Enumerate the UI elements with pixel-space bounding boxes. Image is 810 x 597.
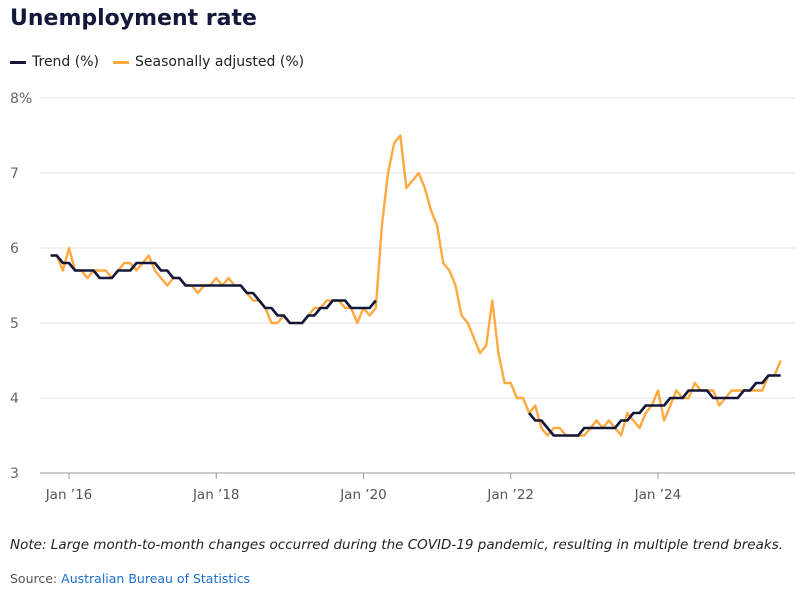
x-tick-label: Jan ’24 [634,487,682,503]
x-tick-label: Jan ’18 [192,487,240,503]
y-tick-label: 4 [10,391,19,407]
source-link[interactable]: Australian Bureau of Statistics [61,571,251,586]
y-tick-label: 8% [10,91,32,107]
trend-line [50,254,377,325]
source-label: Source: [10,571,58,586]
chart-note: Note: Large month-to-month changes occur… [10,537,784,553]
legend-label-seasonally-adjusted: Seasonally adjusted (%) [135,54,305,70]
y-tick-label: 6 [10,241,19,257]
trend-line [528,374,781,437]
x-tick-label: Jan ’16 [45,487,93,503]
y-tick-label: 5 [10,316,19,332]
x-tick-label: Jan ’22 [486,487,534,503]
seasonally-adjusted-line [50,134,782,437]
legend-swatch-seasonally-adjusted [113,60,129,64]
legend: Trend (%) Seasonally adjusted (%) [10,54,304,70]
x-tick-label: Jan ’20 [339,487,387,503]
legend-swatch-trend [10,60,26,64]
source-line: Source: Australian Bureau of Statistics [10,571,250,586]
y-tick-label: 7 [10,166,19,182]
chart-title: Unemployment rate [10,6,257,31]
legend-label-trend: Trend (%) [32,54,99,70]
legend-item-trend[interactable]: Trend (%) [10,54,99,70]
y-tick-label: 3 [10,466,19,482]
legend-item-seasonally-adjusted[interactable]: Seasonally adjusted (%) [113,54,304,70]
